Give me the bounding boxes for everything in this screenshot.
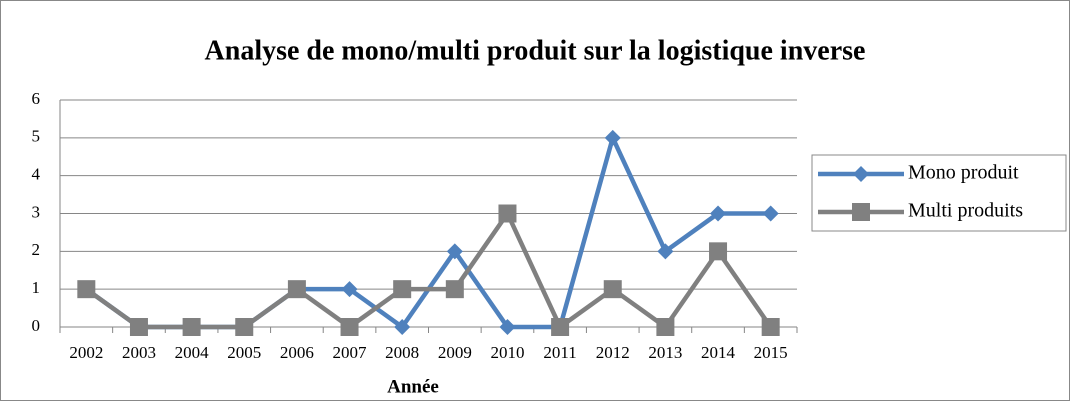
marker (77, 280, 96, 299)
marker (710, 205, 727, 222)
legend-label: Mono produit (908, 162, 1019, 184)
y-tick-label: 1 (32, 278, 41, 297)
x-tick-label: 2010 (490, 343, 524, 362)
x-tick-label: 2012 (596, 343, 630, 362)
x-tick-label: 2006 (280, 343, 314, 362)
x-tick-label: 2008 (385, 343, 419, 362)
x-tick-label: 2014 (701, 343, 736, 362)
y-tick-label: 2 (32, 240, 41, 259)
x-tick-label: 2002 (69, 343, 103, 362)
x-tick-label: 2003 (122, 343, 156, 362)
x-axis-label: Année (387, 376, 439, 397)
marker (340, 318, 359, 336)
y-tick-label: 4 (32, 165, 41, 184)
legend-label: Multi produits (908, 200, 1023, 222)
x-tick-label: 2004 (175, 343, 210, 362)
x-tick-label: 2015 (754, 343, 788, 362)
marker (235, 318, 254, 336)
y-tick-label: 3 (32, 202, 41, 221)
marker (445, 280, 464, 299)
marker (709, 242, 728, 261)
x-tick-label: 2011 (543, 343, 576, 362)
marker (499, 319, 516, 335)
marker (129, 318, 148, 336)
marker (657, 243, 674, 260)
marker (498, 204, 517, 223)
marker (852, 203, 870, 221)
chart-title: Analyse de mono/multi produit sur la log… (205, 35, 866, 66)
marker (656, 318, 675, 336)
y-tick-label: 5 (32, 127, 41, 146)
marker (341, 281, 358, 298)
marker (604, 129, 621, 146)
marker (182, 318, 201, 336)
marker (853, 166, 869, 182)
x-tick-label: 2009 (438, 343, 472, 362)
marker (394, 319, 411, 335)
marker (762, 205, 779, 222)
x-tick-label: 2013 (648, 343, 682, 362)
marker (446, 243, 463, 260)
marker (287, 280, 306, 299)
marker (551, 318, 570, 336)
marker (603, 280, 622, 299)
marker (761, 318, 780, 336)
marker (393, 280, 412, 299)
x-tick-label: 2005 (227, 343, 261, 362)
x-tick-label: 2007 (333, 343, 368, 362)
y-tick-label: 0 (32, 316, 41, 335)
y-tick-label: 6 (32, 89, 41, 108)
